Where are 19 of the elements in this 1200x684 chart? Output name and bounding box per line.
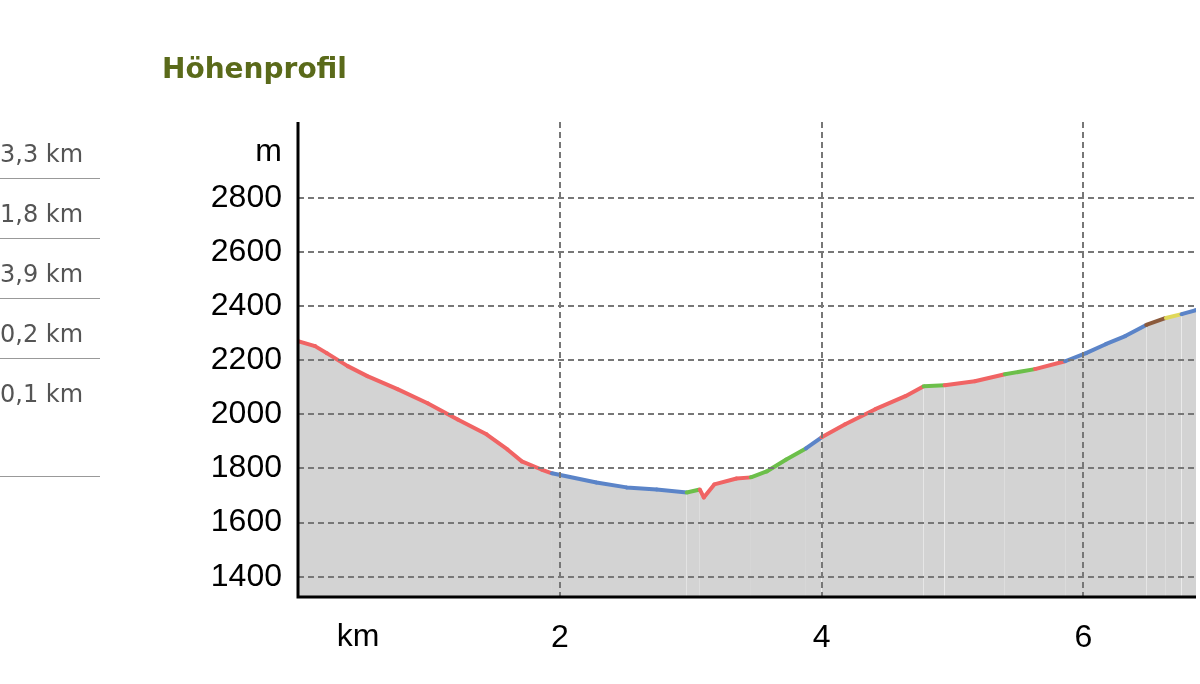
y-axis-title: m (255, 131, 282, 168)
x-tick-label: 4 (812, 618, 831, 655)
y-tick-label: 1600 (210, 502, 282, 539)
x-tick-label: 6 (1074, 618, 1093, 655)
text: 0,1 km (0, 380, 100, 477)
chart-title: Höhenprofil (162, 52, 347, 85)
y-tick-label: 2000 (210, 394, 282, 431)
y-tick-label: 2200 (210, 340, 282, 376)
text: 3,3 km (0, 140, 100, 179)
y-tick-label: 1400 (210, 556, 282, 593)
text: 3,9 km (0, 260, 100, 299)
x-tick-label: 2 (550, 618, 569, 655)
x-axis-title: km (336, 616, 380, 653)
y-tick-label: 2800 (210, 177, 282, 214)
y-tick-label: 2600 (210, 231, 282, 268)
text: 1,8 km (0, 200, 100, 239)
y-tick-label: 2400 (210, 285, 282, 322)
y-tick-label: 1800 (210, 448, 282, 485)
text: 0,2 km (0, 320, 100, 359)
